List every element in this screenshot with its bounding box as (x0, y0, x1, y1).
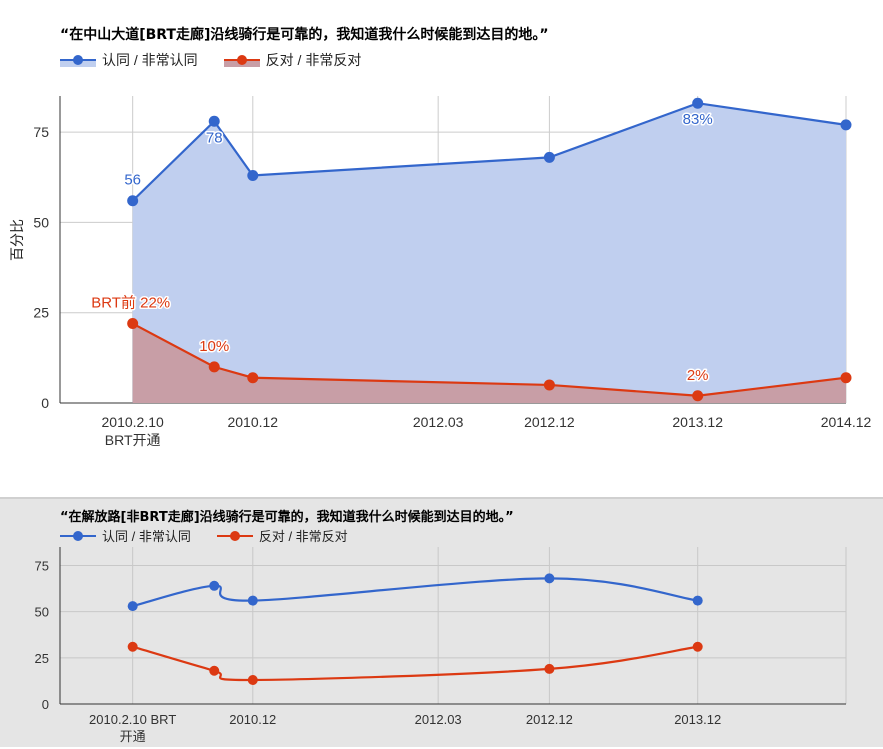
x-tick-label: 2013.12 (674, 712, 721, 727)
y-tick-label: 75 (35, 558, 49, 573)
data-point (544, 663, 555, 674)
legend-label-agree: 认同 / 非常认同 (102, 52, 198, 68)
legend-swatch-agree (60, 55, 96, 67)
x-tick-label: 2012.03 (415, 712, 462, 727)
chart-legend: 认同 / 非常认同 反对 / 非常反对 (60, 50, 387, 70)
data-label: 78 (206, 129, 223, 146)
data-point (544, 573, 555, 584)
legend-item-agree[interactable]: 认同 / 非常认同 (60, 526, 191, 545)
y-tick-label: 25 (33, 305, 49, 321)
data-point (209, 580, 220, 591)
data-label: 83% (683, 111, 713, 128)
data-point (208, 115, 220, 127)
series-line-1 (132, 322, 847, 397)
legend-swatch-disagree (216, 530, 253, 541)
series-line-0 (131, 102, 847, 202)
x-tick-label: 2012.12 (524, 414, 575, 430)
x-tick-label: 2010.12 (227, 414, 278, 430)
x-tick-sublabel: 开通 (120, 729, 146, 744)
x-tick-label: 2014.12 (821, 414, 872, 430)
y-tick-label: 0 (42, 697, 49, 712)
y-tick-label: 25 (35, 651, 49, 666)
legend-item-agree[interactable]: 认同 / 非常认同 (60, 50, 198, 70)
y-tick-label: 0 (41, 395, 49, 411)
data-point (692, 390, 704, 402)
data-point (127, 195, 139, 207)
chart-panel-zhongshan: “在中山大道[BRT走廊]沿线骑行是可靠的，我知道我什么时候能到达目的地。” 认… (9, 27, 872, 448)
chart-plot-area: 0 25 50 75 2010.2.10 BRT开通 2010.12 2012.03 2012.… (33, 96, 872, 448)
data-label: BRT前 22% (91, 295, 170, 312)
series-line-0 (132, 577, 698, 608)
x-tick-sublabel: BRT开通 (105, 432, 161, 448)
data-label: 56 (124, 172, 141, 189)
legend-item-disagree[interactable]: 反对 / 非常反对 (223, 50, 362, 70)
data-point (247, 595, 258, 606)
legend-label-disagree: 反对 / 非常反对 (265, 52, 362, 68)
data-point (208, 361, 220, 373)
data-point (247, 674, 258, 685)
data-point (127, 318, 139, 330)
y-tick-label: 50 (35, 605, 49, 620)
chart-title: “在中山大道[BRT走廊]沿线骑行是可靠的，我知道我什么时候能到达目的地。” (60, 27, 549, 43)
x-tick-label: 2013.12 (672, 414, 723, 430)
data-label: 2% (687, 367, 709, 384)
series-area-0 (132, 103, 847, 404)
legend-label-agree: 认同 / 非常认同 (102, 529, 191, 544)
data-point (692, 97, 704, 109)
legend-swatch-disagree (223, 55, 260, 67)
y-tick-label: 50 (33, 214, 49, 230)
chart-plot-area: 0 25 50 75 2010.2.10 BRT 开通 2010.12 2012.03 2012… (35, 547, 847, 744)
series-line-1 (132, 645, 698, 682)
data-point (692, 641, 703, 652)
data-point (840, 119, 852, 131)
data-point (127, 641, 138, 652)
y-tick-label: 75 (33, 124, 49, 140)
series-area-1 (132, 323, 847, 403)
x-tick-label: 2012.12 (526, 712, 573, 727)
chart-title: “在解放路[非BRT走廊]沿线骑行是可靠的，我知道我什么时候能到达目的地。” (60, 510, 514, 525)
data-point (692, 595, 703, 606)
x-tick-label: 2010.2.10 (102, 414, 164, 430)
legend-item-disagree[interactable]: 反对 / 非常反对 (216, 526, 348, 545)
legend-swatch-agree (60, 530, 96, 541)
data-point (543, 379, 555, 391)
x-tick-label: 2012.03 (413, 414, 464, 430)
x-tick-label: 2010.12 (229, 712, 276, 727)
data-point (543, 151, 555, 163)
legend-label-disagree: 反对 / 非常反对 (258, 529, 348, 544)
data-point (209, 665, 220, 676)
data-label: 10% (199, 338, 229, 355)
data-point (247, 372, 259, 384)
data-point (247, 169, 259, 181)
chart-panel-jiefang: “在解放路[非BRT走廊]沿线骑行是可靠的，我知道我什么时候能到达目的地。” 认… (0, 497, 883, 747)
chart-legend: 认同 / 非常认同 反对 / 非常反对 (60, 526, 374, 545)
data-point (127, 601, 138, 612)
x-tick-label: 2010.2.10 BRT (89, 712, 176, 727)
data-point (840, 372, 852, 384)
